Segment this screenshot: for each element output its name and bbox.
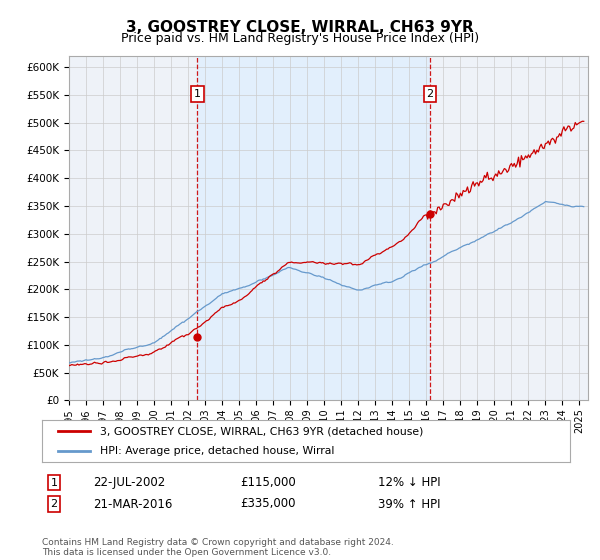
Text: 22-JUL-2002: 22-JUL-2002 <box>93 476 165 489</box>
Text: 39% ↑ HPI: 39% ↑ HPI <box>378 497 440 511</box>
Text: 1: 1 <box>50 478 58 488</box>
Bar <box>197 56 430 400</box>
Text: £115,000: £115,000 <box>240 476 296 489</box>
Text: 2: 2 <box>50 499 58 509</box>
Text: Contains HM Land Registry data © Crown copyright and database right 2024.
This d: Contains HM Land Registry data © Crown c… <box>42 538 394 557</box>
Text: 3, GOOSTREY CLOSE, WIRRAL, CH63 9YR (detached house): 3, GOOSTREY CLOSE, WIRRAL, CH63 9YR (det… <box>100 426 424 436</box>
Text: 12% ↓ HPI: 12% ↓ HPI <box>378 476 440 489</box>
Text: HPI: Average price, detached house, Wirral: HPI: Average price, detached house, Wirr… <box>100 446 334 456</box>
Text: £335,000: £335,000 <box>240 497 296 511</box>
Text: 2: 2 <box>427 89 434 99</box>
Text: 21-MAR-2016: 21-MAR-2016 <box>93 497 172 511</box>
Text: Price paid vs. HM Land Registry's House Price Index (HPI): Price paid vs. HM Land Registry's House … <box>121 32 479 45</box>
Text: 1: 1 <box>194 89 201 99</box>
Text: 3, GOOSTREY CLOSE, WIRRAL, CH63 9YR: 3, GOOSTREY CLOSE, WIRRAL, CH63 9YR <box>126 20 474 35</box>
